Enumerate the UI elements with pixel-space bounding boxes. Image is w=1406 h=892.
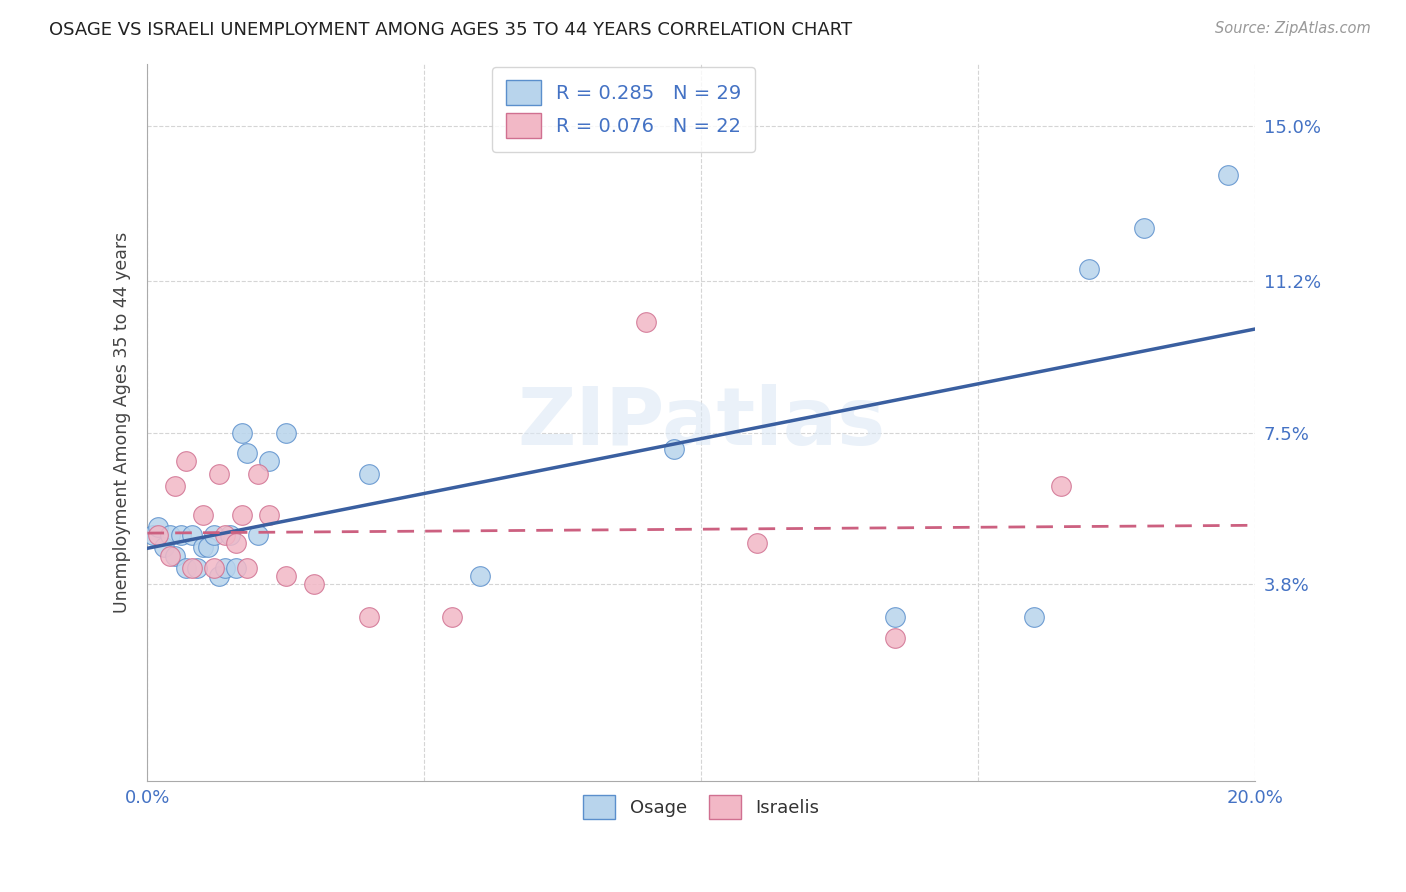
Point [634, 315, 657, 329]
Point [174, 561, 197, 575]
Text: OSAGE VS ISRAELI UNEMPLOYMENT AMONG AGES 35 TO 44 YEARS CORRELATION CHART: OSAGE VS ISRAELI UNEMPLOYMENT AMONG AGES… [49, 21, 852, 38]
Point [236, 446, 259, 460]
Point [159, 528, 181, 542]
Point [153, 541, 176, 555]
Text: Source: ZipAtlas.com: Source: ZipAtlas.com [1215, 21, 1371, 36]
Point [165, 549, 187, 563]
Point [1133, 221, 1156, 235]
Point [202, 528, 225, 542]
Point [274, 569, 297, 583]
Point [468, 569, 491, 583]
Point [1022, 610, 1045, 624]
Point [259, 508, 281, 522]
Point [208, 467, 231, 481]
Point [159, 549, 181, 563]
Point [745, 536, 768, 550]
Point [148, 520, 170, 534]
Point [142, 528, 165, 542]
Point [208, 569, 231, 583]
Point [247, 467, 270, 481]
Point [214, 561, 236, 575]
Point [191, 541, 214, 555]
Y-axis label: Unemployment Among Ages 35 to 44 years: Unemployment Among Ages 35 to 44 years [114, 232, 131, 613]
Point [180, 561, 202, 575]
Point [259, 454, 281, 468]
Point [225, 536, 247, 550]
Text: ZIPatlas: ZIPatlas [517, 384, 886, 461]
Point [197, 541, 219, 555]
Point [1050, 479, 1073, 493]
Point [357, 610, 380, 624]
Point [186, 561, 208, 575]
Point [441, 610, 464, 624]
Point [219, 528, 242, 542]
Point [231, 508, 253, 522]
Point [884, 631, 907, 645]
Point [1078, 261, 1101, 276]
Point [225, 561, 247, 575]
Point [165, 479, 187, 493]
Point [884, 610, 907, 624]
Point [174, 454, 197, 468]
Legend: Osage, Israelis: Osage, Israelis [575, 789, 827, 826]
Point [231, 425, 253, 440]
Point [148, 528, 170, 542]
Point [214, 528, 236, 542]
Point [180, 528, 202, 542]
Point [236, 561, 259, 575]
Point [169, 528, 191, 542]
Point [662, 442, 685, 457]
Point [302, 577, 325, 591]
Point [274, 425, 297, 440]
Point [1216, 168, 1239, 182]
Point [202, 561, 225, 575]
Point [191, 508, 214, 522]
Point [357, 467, 380, 481]
Point [247, 528, 270, 542]
